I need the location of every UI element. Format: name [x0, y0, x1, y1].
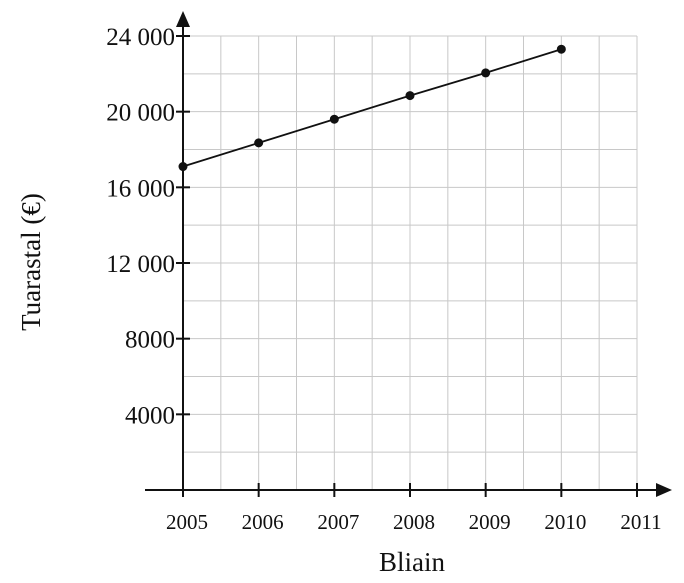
x-tick-labels: 2005 2006 2007 2008 2009 2010 2011 [166, 510, 662, 534]
y-tick-label: 12 000 [106, 251, 175, 278]
y-axis-arrowhead [176, 11, 190, 27]
y-tick-label: 20 000 [106, 100, 175, 127]
x-tick-label: 2010 [544, 510, 586, 534]
data-point [481, 68, 490, 77]
axis-ticks [176, 36, 637, 497]
x-axis-arrowhead [656, 483, 672, 497]
data-point [330, 115, 339, 124]
data-point [179, 162, 188, 171]
y-tick-label: 4000 [125, 402, 175, 429]
x-tick-label: 2009 [469, 510, 511, 534]
grid-lines [183, 36, 637, 490]
data-point [406, 91, 415, 100]
y-tick-labels: 4000 8000 12 000 16 000 20 000 24 000 [106, 24, 175, 429]
x-tick-label: 2011 [620, 510, 661, 534]
x-tick-label: 2006 [242, 510, 284, 534]
y-tick-label: 24 000 [106, 24, 175, 51]
y-tick-label: 8000 [125, 327, 175, 354]
data-point [254, 138, 263, 147]
y-axis-title: Tuarastal (€) [16, 193, 46, 331]
x-axis-title: Bliain [379, 547, 445, 577]
axes [145, 11, 672, 497]
y-tick-label: 16 000 [106, 175, 175, 202]
data-point [557, 45, 566, 54]
x-tick-label: 2008 [393, 510, 435, 534]
x-tick-label: 2007 [317, 510, 359, 534]
x-tick-label: 2005 [166, 510, 208, 534]
